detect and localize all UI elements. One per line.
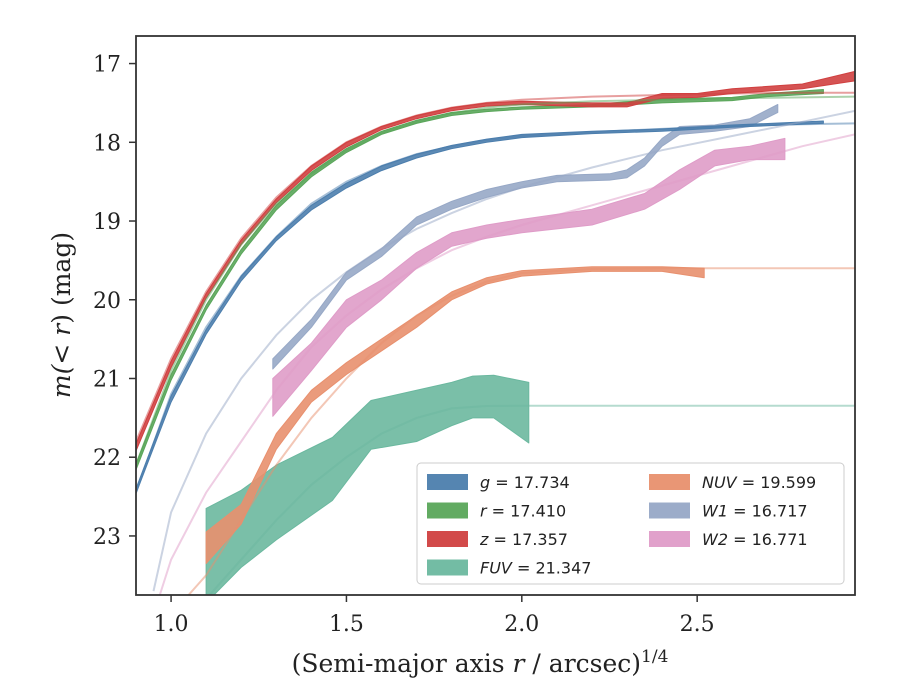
- legend-label-nuv: NUV = 19.599: [702, 473, 816, 492]
- legend: g = 17.734 r = 17.410 z = 17.357 FUV = 21.3…: [416, 462, 845, 585]
- plot-frame: [135, 35, 856, 596]
- y-tick-label: 21: [93, 367, 121, 392]
- legend-swatch-z: [427, 531, 468, 547]
- model-curve-fuv: [208, 404, 855, 595]
- model-curve-g: [136, 122, 855, 493]
- legend-label-r: r = 17.410: [480, 502, 566, 521]
- legend-swatch-fuv: [427, 559, 468, 576]
- model-curve-r: [136, 95, 855, 466]
- legend-label-z: z = 17.357: [479, 530, 568, 549]
- x-axis-ticks: 1.0 1.5 2.0 2.5: [154, 595, 715, 637]
- legend-swatch-w2: [649, 531, 690, 547]
- legend-swatch-r: [427, 502, 468, 519]
- y-tick-label: 22: [93, 446, 121, 471]
- x-tick-label: 1.5: [329, 612, 364, 637]
- legend-label-w1: W1 = 16.717: [702, 502, 808, 521]
- model-curve-w1: [152, 109, 855, 592]
- legend-swatch-nuv: [649, 474, 690, 490]
- y-tick-label: 20: [93, 289, 121, 314]
- model-curves: [136, 91, 855, 595]
- model-curve-z: [136, 91, 855, 442]
- band-w1: [272, 104, 779, 370]
- y-axis-ticks: 17 18 19 20 21 22 23: [93, 53, 136, 550]
- legend-frame: [416, 462, 845, 585]
- y-axis-title: m(< r) (mag): [47, 232, 76, 398]
- x-tick-label: 2.5: [680, 612, 715, 637]
- legend-swatch-w1: [649, 502, 690, 519]
- legend-label-fuv: FUV = 21.347: [480, 559, 591, 578]
- y-tick-label: 18: [93, 131, 121, 156]
- y-tick-label: 19: [93, 210, 121, 235]
- y-tick-label: 23: [93, 525, 121, 550]
- band-nuv: [205, 266, 705, 564]
- x-axis-title: (Semi-major axis r / arcsec)1/4: [292, 647, 669, 678]
- x-tick-label: 1.0: [154, 612, 189, 637]
- y-tick-label: 17: [93, 53, 121, 78]
- model-curve-nuv: [187, 267, 855, 595]
- band-w2: [272, 137, 786, 417]
- band-fuv: [205, 374, 530, 595]
- x-tick-label: 2.0: [504, 612, 539, 637]
- model-curve-w2: [158, 133, 855, 595]
- legend-swatch-g: [427, 474, 468, 490]
- legend-label-w2: W2 = 16.771: [702, 530, 808, 549]
- legend-label-g: g = 17.734: [480, 473, 570, 492]
